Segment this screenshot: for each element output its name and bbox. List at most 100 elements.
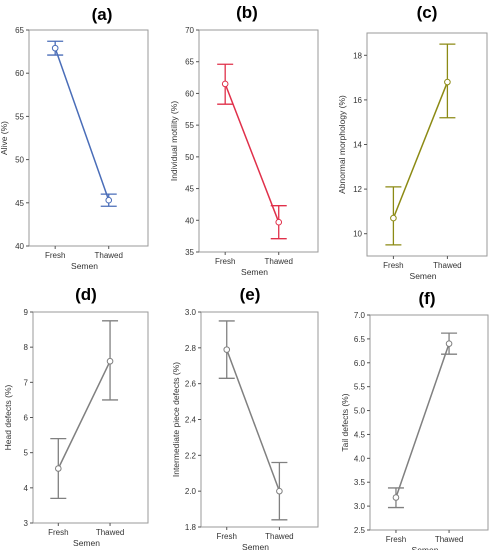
panel-5: (e) 1.8 2.0 2.2 2.4 2.6 2.8 3.0 Fresh ThawedSemen… [171, 285, 319, 550]
panel-5-xtick-label: Fresh [217, 532, 237, 541]
panel-6-x-axis-label: Semen [412, 545, 439, 550]
panel-6-series-line [395, 343, 450, 498]
panel-3-mean-point [444, 78, 451, 86]
panel-4-ytick-label: 7 [24, 378, 29, 387]
panel-3-x-axis-label: Semen [410, 271, 437, 281]
panel-3-label: (c) [417, 3, 438, 22]
panel-2-series-line [224, 83, 280, 223]
panel-2-y-axis-label: Individual motility (%) [169, 101, 179, 181]
panel-4-y-axis-label: Head defects (%) [3, 384, 13, 450]
panel-3-ytick-label: 14 [353, 141, 362, 150]
panel-4-x-axis-label: Semen [73, 538, 100, 548]
panel-4-xtick-label: Fresh [48, 528, 68, 537]
panel-4-ytick-label: 9 [24, 308, 29, 317]
panel-4-mean-point [106, 357, 114, 365]
panel-2-ytick-label: 45 [185, 185, 194, 194]
panel-5-series-line [226, 349, 281, 492]
panel-5-ytick-label: 2.0 [185, 487, 197, 496]
panel-1-xtick-label: Fresh [45, 251, 65, 260]
panel-1-ytick-label: 60 [15, 69, 24, 78]
panel-4-label: (d) [75, 285, 97, 304]
panel-4-ytick-label: 6 [24, 414, 29, 423]
panel-5-ytick-label: 2.6 [185, 380, 197, 389]
panel-2-mean-point [221, 80, 229, 88]
panel-6-y-axis-label: Tail defects (%) [340, 393, 350, 451]
panel-2-xtick-label: Thawed [264, 257, 292, 266]
panel-1-x-axis-label: Semen [71, 261, 98, 271]
panel-6-label: (f) [419, 289, 436, 308]
panel-2-ytick-label: 40 [185, 216, 194, 225]
panel-3-xtick-label: Thawed [433, 261, 461, 270]
panel-2-ytick-label: 55 [185, 121, 194, 130]
panel-6-ytick-label: 2.5 [354, 526, 366, 535]
panel-5-x-axis-label: Semen [242, 542, 269, 550]
panel-5-mean-point [223, 346, 231, 353]
panel-6-ytick-label: 7.0 [354, 311, 366, 320]
panel-1-y-axis-label: Alive (%) [0, 121, 9, 155]
panel-6-mean-point [445, 340, 453, 347]
panel-4-mean-point [55, 465, 62, 472]
panel-2-mean-point [275, 218, 283, 226]
panel-5-ytick-label: 1.8 [185, 523, 197, 532]
panel-3-ytick-label: 10 [353, 230, 362, 239]
panel-1-ytick-label: 40 [15, 242, 24, 251]
panel-1-label: (a) [92, 5, 113, 24]
panel-3-xtick-label: Fresh [383, 261, 403, 270]
panel-5-ytick-label: 3.0 [185, 308, 197, 317]
panel-6-ytick-label: 4.0 [354, 454, 366, 463]
panel-6-xtick-label: Thawed [435, 535, 463, 544]
panel-6: (f) 2.5 3.0 3.5 4.0 4.5 5.0 5.5 6.0 6.5 7.0 Fresh Th… [340, 289, 489, 550]
panel-6-xtick-label: Fresh [386, 535, 406, 544]
panel-4-ytick-label: 3 [24, 519, 29, 528]
panel-6-ytick-label: 5.0 [354, 407, 366, 416]
panel-4-series-line [57, 360, 111, 469]
panel-3-ytick-label: 16 [353, 96, 362, 105]
panel-4-plot-frame [32, 311, 149, 524]
panel-4-xtick-label: Thawed [96, 528, 124, 537]
panel-1-ytick-label: 50 [15, 156, 24, 165]
panel-2-ytick-label: 35 [185, 248, 194, 257]
panel-3-series-line [392, 81, 449, 219]
panel-2-ytick-label: 65 [185, 58, 194, 67]
panel-3-y-axis-label: Abnormal morphology (%) [337, 95, 347, 194]
panel-6-ytick-label: 3.5 [354, 478, 366, 487]
panel-1-mean-point [105, 196, 113, 204]
panel-2-ytick-label: 50 [185, 153, 194, 162]
panel-5-ytick-label: 2.8 [185, 344, 197, 353]
panel-5-xtick-label: Thawed [265, 532, 293, 541]
panel-6-ytick-label: 6.5 [354, 335, 366, 344]
panel-2-ytick-label: 70 [185, 26, 194, 35]
panel-5-mean-point [276, 487, 283, 495]
panel-3-mean-point [390, 214, 397, 222]
panel-1-ytick-label: 55 [15, 112, 24, 121]
panel-2-plot-frame [198, 29, 319, 253]
panel-5-label: (e) [240, 285, 261, 304]
panel-4-ytick-label: 5 [24, 449, 29, 458]
panel-2-ytick-label: 60 [185, 89, 194, 98]
panel-6-ytick-label: 3.0 [354, 502, 366, 511]
panel-4-ytick-label: 4 [24, 484, 29, 493]
panel-2-x-axis-label: Semen [241, 267, 268, 277]
panel-5-ytick-label: 2.4 [185, 416, 197, 425]
panel-5-y-axis-label: Intermediate piece defects (%) [171, 362, 181, 477]
panel-3-ytick-label: 12 [353, 185, 362, 194]
panel-6-ytick-label: 5.5 [354, 383, 366, 392]
panel-2-label: (b) [236, 3, 258, 22]
panel-1-mean-point [51, 44, 59, 52]
panel-1-xtick-label: Thawed [94, 251, 122, 260]
panel-1-ytick-label: 65 [15, 26, 24, 35]
panel-1-series-line [54, 47, 110, 201]
panel-6-ytick-label: 6.0 [354, 359, 366, 368]
panel-3-plot-frame [366, 32, 488, 257]
panel-6-mean-point [392, 494, 400, 501]
panel-6-ytick-label: 4.5 [354, 430, 366, 439]
panel-3-ytick-label: 18 [353, 51, 362, 60]
panel-2-xtick-label: Fresh [215, 257, 235, 266]
panel-1-ytick-label: 45 [15, 199, 24, 208]
